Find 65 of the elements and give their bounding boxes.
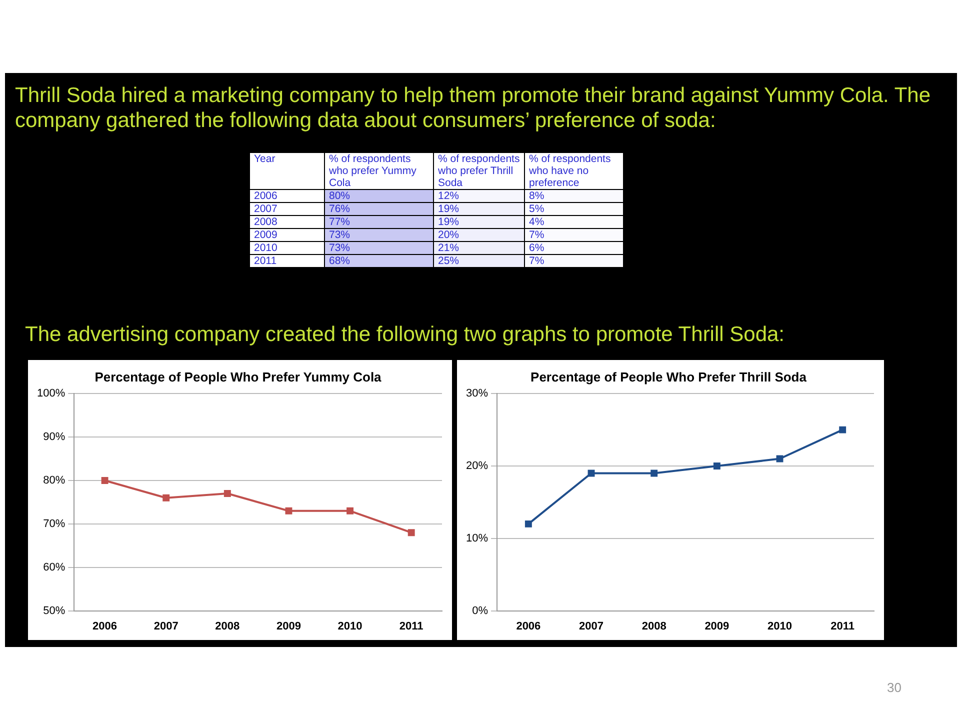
y-tick-label: 30%: [466, 388, 488, 400]
data-label: 5%: [524, 202, 624, 216]
y-tick-label: 10%: [466, 532, 488, 544]
x-tick-label: 2010: [768, 620, 792, 632]
data-label: 25%: [434, 254, 524, 268]
data-label: 19%: [434, 202, 524, 216]
y-tick-label: 50%: [43, 604, 66, 617]
point: [776, 455, 784, 462]
data-label: 7%: [524, 228, 624, 242]
y-tick-label: 90%: [43, 431, 66, 444]
x-tick-label: 2011: [830, 620, 855, 632]
point: [101, 477, 108, 484]
data-label: 12%: [434, 190, 524, 202]
point: [524, 520, 532, 528]
x-tick-label: 2010: [338, 620, 362, 632]
point: [346, 507, 354, 514]
y-tick-label: 2009: [250, 228, 324, 242]
data-label: 77%: [324, 216, 434, 228]
point: [285, 507, 292, 514]
chart-title: Percentage of People Who Prefer Thrill Soda: [530, 369, 808, 384]
y-tick-label: 2011: [250, 254, 324, 268]
data-label: 76%: [324, 202, 434, 216]
data-label: 73%: [324, 228, 434, 242]
data-label: 8%: [524, 190, 624, 202]
data-label: 7%: [524, 254, 624, 268]
y-tick-label: 0%: [472, 604, 488, 617]
data-label: 80%: [324, 190, 434, 202]
x-tick-label: % of respondents who have no preference: [524, 152, 624, 190]
y-tick-label: 2007: [250, 202, 324, 216]
x-tick-label: 2008: [642, 620, 666, 632]
y-axis-title: Year: [250, 152, 324, 190]
data-label: 21%: [434, 242, 524, 254]
y-tick-label: 70%: [43, 518, 66, 530]
y-tick-label: 2008: [250, 216, 324, 228]
data-label: 6%: [524, 242, 624, 254]
point: [588, 470, 595, 477]
x-tick-label: 2009: [704, 620, 730, 632]
chart-title: Thrill Soda hired a marketing company to help them promote their brand against Yummy Cola. The company gathered the following data about consumers’ preference of soda:: [15, 83, 932, 133]
x-tick-label: % of respondents who prefer Thrill Soda: [434, 152, 524, 190]
data-label: 68%: [324, 254, 434, 268]
data-label: 73%: [324, 242, 434, 254]
text: 30: [887, 680, 902, 695]
x-tick-label: 2006: [92, 620, 118, 632]
point: [713, 462, 720, 470]
data-label: 4%: [524, 216, 624, 228]
x-tick-label: 2007: [579, 620, 604, 632]
x-tick-label: 2006: [516, 620, 541, 632]
y-tick-label: 100%: [36, 388, 66, 400]
x-tick-label: 2007: [154, 620, 178, 632]
point: [408, 529, 415, 536]
y-tick-label: 20%: [466, 460, 488, 472]
point: [224, 490, 231, 497]
x-tick-label: % of respondents who prefer Yummy Cola: [324, 152, 434, 190]
x-tick-label: 2011: [399, 620, 424, 632]
x-tick-label: 2008: [215, 620, 240, 632]
y-tick-label: 2006: [250, 190, 324, 202]
y-tick-label: 80%: [43, 474, 66, 487]
chart-title: Percentage of People Who Prefer Yummy Cola: [94, 369, 382, 384]
data-label: 19%: [434, 216, 524, 228]
y-tick-label: 60%: [43, 561, 66, 574]
point: [162, 494, 170, 502]
text: The advertising company created the following two graphs to promote Thrill Soda:: [25, 323, 785, 347]
point: [650, 470, 658, 477]
point: [839, 426, 846, 434]
y-tick-label: 2010: [250, 242, 324, 254]
